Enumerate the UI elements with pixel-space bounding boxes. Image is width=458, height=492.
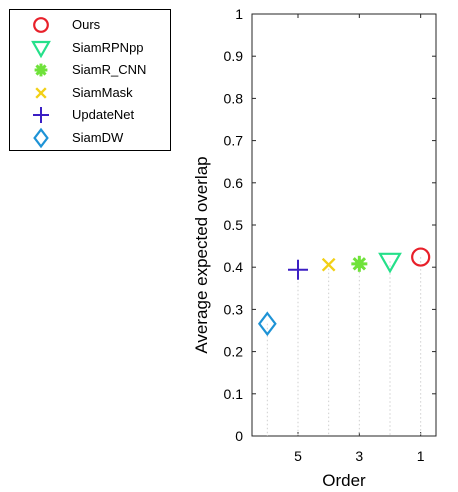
plus-marker bbox=[288, 259, 308, 280]
legend-label: UpdateNet bbox=[72, 107, 135, 122]
y-tick-label: 0.7 bbox=[224, 133, 244, 149]
legend-label: SiamRPNpp bbox=[72, 39, 144, 55]
legend-label: Ours bbox=[72, 17, 101, 32]
legend-marker bbox=[31, 40, 51, 58]
y-tick-label: 1 bbox=[235, 6, 243, 22]
x-tick-label: 3 bbox=[355, 448, 363, 464]
y-tick-label: 0.6 bbox=[224, 175, 244, 191]
y-tick-label: 0 bbox=[235, 428, 243, 444]
plot-axes bbox=[251, 13, 437, 437]
diamond-marker bbox=[33, 127, 49, 148]
axis-ticks: 0 0.1 0.2 0.3 0.4 0.5 0.6 0.7 0.8 0.9 1 5 3 1 bbox=[224, 6, 436, 464]
x-axis-label: Order bbox=[322, 471, 366, 490]
triangle-down-marker bbox=[378, 252, 402, 274]
legend-item: SiamR_CNN bbox=[10, 59, 170, 81]
legend-item: SiamRPNpp bbox=[10, 37, 170, 59]
legend-label: SiamMask bbox=[72, 84, 133, 100]
circle-marker bbox=[411, 247, 431, 267]
x-marker bbox=[35, 86, 47, 99]
x-tick-label: 5 bbox=[294, 448, 302, 464]
data-markers bbox=[257, 247, 431, 337]
y-tick-label: 0.2 bbox=[224, 344, 244, 360]
y-tick-label: 0.3 bbox=[224, 301, 244, 317]
legend-item: SiamDW bbox=[10, 127, 170, 149]
asterisk-marker bbox=[34, 63, 48, 77]
y-tick-label: 0.1 bbox=[224, 386, 244, 402]
asterisk-marker bbox=[351, 255, 368, 272]
plot-area-frame bbox=[251, 13, 437, 437]
x-stroke bbox=[321, 257, 336, 272]
y-tick-label: 0.8 bbox=[224, 90, 244, 106]
x-stroke bbox=[35, 86, 47, 99]
y-axis-label: Average expected overlap bbox=[192, 156, 211, 353]
triangle-down-marker bbox=[31, 40, 51, 58]
x-tick-label: 1 bbox=[417, 448, 425, 464]
x-marker bbox=[321, 257, 336, 272]
legend-marker bbox=[33, 107, 49, 123]
legend-marker bbox=[33, 17, 49, 33]
legend-marker bbox=[33, 127, 49, 148]
legend-label: SiamDW bbox=[72, 129, 124, 145]
plus-marker bbox=[33, 107, 49, 123]
y-tick-label: 0.9 bbox=[224, 48, 244, 64]
legend: Ours SiamRPNpp SiamR_CNN SiamMask UpdateNet S… bbox=[9, 9, 171, 151]
legend-item: UpdateNet bbox=[10, 104, 170, 126]
y-tick-label: 0.5 bbox=[224, 217, 244, 233]
asterisk-core bbox=[37, 66, 45, 74]
legend-marker bbox=[34, 63, 48, 77]
legend-marker bbox=[35, 86, 47, 99]
legend-item: Ours bbox=[10, 14, 170, 36]
y-tick-label: 0.4 bbox=[224, 259, 244, 275]
diamond-marker bbox=[257, 311, 277, 337]
legend-item: SiamMask bbox=[10, 82, 170, 104]
asterisk-core bbox=[354, 259, 364, 269]
drop-lines bbox=[266, 257, 422, 436]
circle-marker bbox=[33, 17, 49, 33]
legend-label: SiamR_CNN bbox=[72, 62, 147, 77]
